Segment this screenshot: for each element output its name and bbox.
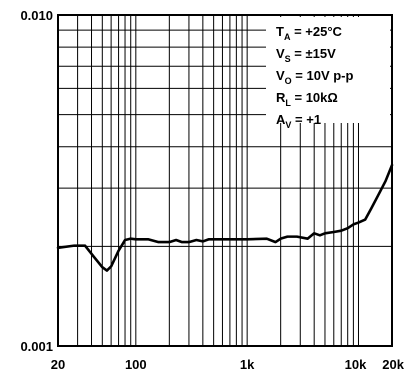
x-tick-label: 20 <box>51 357 65 372</box>
conditions-box <box>266 17 390 123</box>
condition-value: = 10kΩ <box>291 90 338 105</box>
condition-line: TA = +25°C <box>276 24 343 42</box>
y-tick-label: 0.010 <box>20 8 53 23</box>
y-tick-label: 0.001 <box>20 339 53 354</box>
condition-value: = +25°C <box>290 24 342 39</box>
condition-subscript: S <box>285 54 291 64</box>
condition-line: RL = 10kΩ <box>276 90 338 108</box>
x-tick-label: 10k <box>345 357 367 372</box>
condition-value: = 10V p-p <box>292 68 354 83</box>
y-axis-tick-labels: 0.010 0.001 <box>20 8 53 354</box>
condition-subscript: O <box>285 76 292 86</box>
condition-symbol: V <box>276 46 285 61</box>
vertical-gridlines <box>77 15 359 346</box>
condition-symbol: R <box>276 90 286 105</box>
condition-subscript: L <box>285 98 291 108</box>
condition-line: AV = +1 <box>276 112 321 130</box>
x-tick-label: 1k <box>240 357 255 372</box>
condition-value: = +1 <box>291 112 321 127</box>
condition-symbol: V <box>276 68 285 83</box>
condition-symbol: T <box>276 24 284 39</box>
x-tick-label: 20k <box>382 357 404 372</box>
x-tick-label: 100 <box>125 357 147 372</box>
condition-subscript: V <box>285 120 291 130</box>
condition-value: = ±15V <box>291 46 336 61</box>
x-axis-tick-labels: 20 100 1k 10k 20k <box>51 357 405 372</box>
condition-subscript: A <box>284 32 291 42</box>
condition-symbol: A <box>276 112 286 127</box>
plot-frame <box>57 14 393 347</box>
condition-line: VO = 10V p-p <box>276 68 354 86</box>
thd-series-line <box>56 163 394 272</box>
condition-line: VS = ±15V <box>276 46 336 64</box>
